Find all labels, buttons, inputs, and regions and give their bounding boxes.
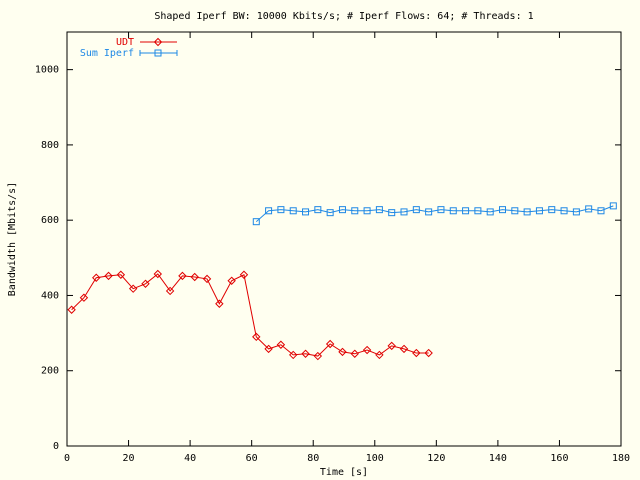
x-tick-label: 60 (246, 453, 258, 464)
x-tick-label: 120 (427, 453, 445, 464)
x-tick-label: 180 (612, 453, 630, 464)
point (265, 207, 273, 215)
point (239, 270, 249, 279)
series-line (255, 205, 614, 223)
y-tick-label: 0 (53, 441, 59, 452)
point (252, 332, 261, 342)
point (264, 344, 273, 354)
point (215, 299, 224, 308)
point (227, 276, 236, 285)
point (79, 293, 89, 302)
point (178, 271, 187, 281)
y-tick-label: 800 (41, 140, 59, 151)
point (301, 349, 310, 358)
legend-marker (154, 49, 162, 57)
y-tick-label: 400 (41, 290, 59, 301)
point (572, 208, 580, 216)
point (462, 207, 470, 215)
point (387, 341, 396, 351)
point (141, 279, 150, 288)
point (338, 347, 347, 357)
point (609, 202, 617, 210)
point (424, 348, 433, 358)
point (313, 351, 323, 361)
point (116, 270, 126, 279)
point (165, 286, 175, 296)
point (314, 206, 322, 214)
point (289, 350, 298, 360)
point (326, 209, 334, 217)
point (362, 345, 372, 355)
point (252, 218, 260, 226)
point (302, 208, 310, 216)
point (276, 340, 286, 349)
point (560, 207, 568, 215)
point (350, 349, 359, 358)
point (375, 350, 384, 360)
point (548, 206, 556, 214)
point (425, 208, 433, 216)
x-tick-label: 140 (489, 453, 507, 464)
point (375, 206, 383, 214)
point (511, 207, 519, 215)
point (92, 273, 101, 282)
point (523, 208, 531, 216)
legend-label: Sum Iperf (80, 48, 134, 59)
point (399, 344, 409, 354)
x-tick-label: 100 (366, 453, 384, 464)
point (437, 206, 445, 214)
point (474, 207, 482, 215)
y-axis-label: Bandwidth [Mbits/s] (7, 182, 18, 296)
point (190, 272, 199, 282)
point (351, 207, 359, 215)
point (388, 209, 396, 217)
chart-title: Shaped Iperf BW: 10000 Kbits/s; # Iperf … (154, 11, 533, 22)
point (535, 207, 543, 215)
point (277, 206, 285, 214)
point (153, 269, 163, 279)
y-tick-label: 600 (41, 215, 59, 226)
y-tick-label: 200 (41, 366, 59, 377)
point (128, 284, 138, 293)
point (499, 206, 507, 214)
point (412, 206, 420, 214)
x-tick-label: 40 (184, 453, 196, 464)
point (363, 207, 371, 215)
point (289, 207, 297, 215)
point (338, 206, 346, 214)
point (67, 305, 76, 314)
point (449, 207, 457, 215)
point (202, 274, 212, 284)
point (400, 208, 408, 216)
y-tick-label: 1000 (35, 65, 59, 76)
x-tick-label: 0 (64, 453, 70, 464)
x-axis-label: Time [s] (320, 467, 368, 478)
legend-marker (153, 37, 163, 47)
plot-frame (66, 31, 622, 447)
x-tick-label: 80 (307, 453, 319, 464)
x-tick-label: 20 (123, 453, 135, 464)
point (104, 271, 113, 281)
legend-label: UDT (116, 37, 134, 48)
x-tick-label: 160 (550, 453, 568, 464)
point (597, 207, 605, 215)
point (486, 208, 494, 216)
point (585, 205, 593, 213)
point (325, 339, 335, 349)
point (412, 348, 421, 358)
